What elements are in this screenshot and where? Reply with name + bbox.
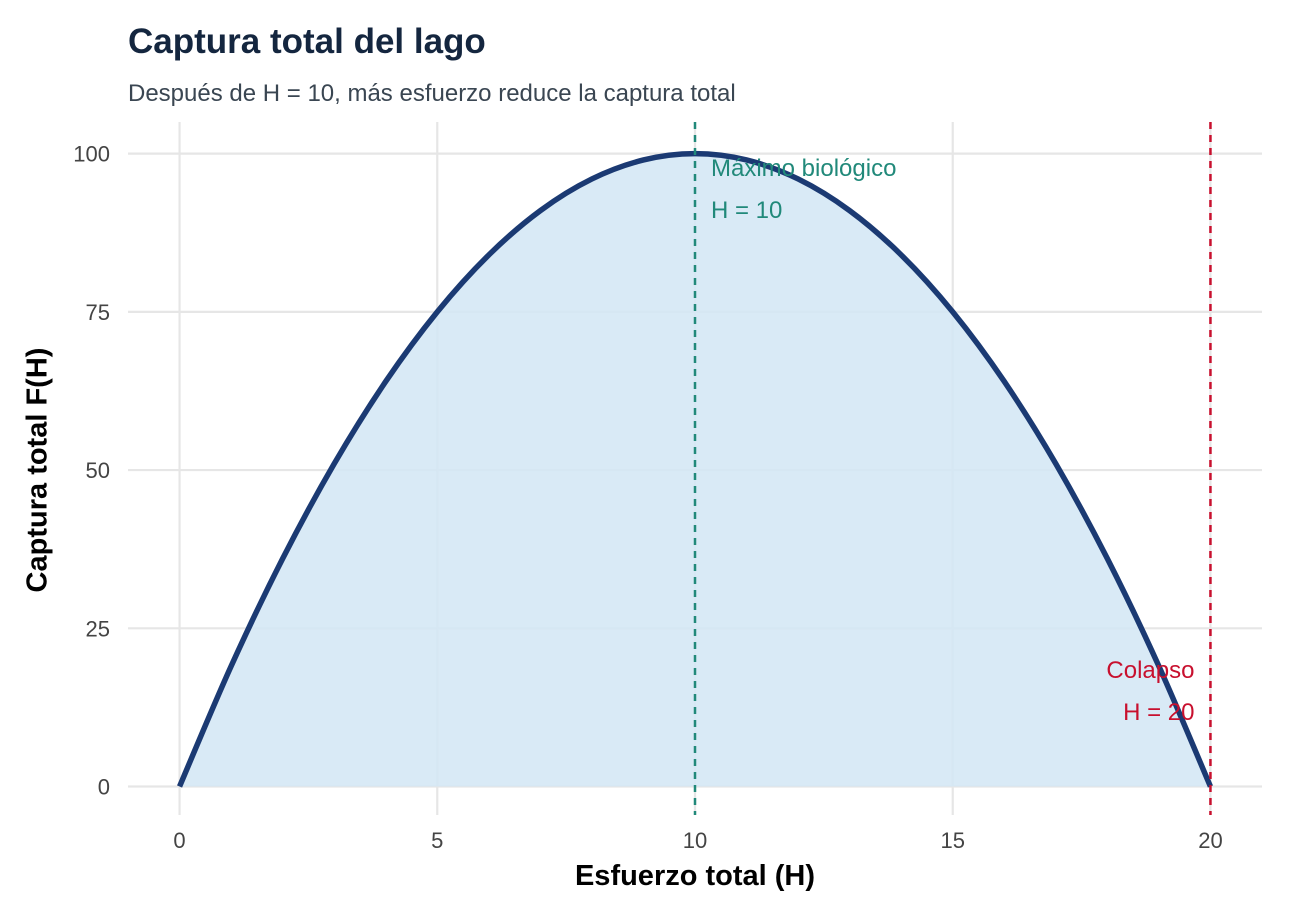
y-tick-label: 50 [86, 458, 110, 483]
x-tick-label: 5 [431, 828, 443, 853]
chart-subtitle: Después de H = 10, más esfuerzo reduce l… [128, 80, 736, 107]
chart-title: Captura total del lago [128, 22, 486, 61]
y-tick-label: 25 [86, 616, 110, 641]
reference-line-label: Colapso [1106, 657, 1194, 684]
axis-tick-labels: 0 25 50 75 100 0 5 10 15 20 [73, 142, 1222, 853]
x-tick-label: 0 [173, 828, 185, 853]
y-tick-label: 75 [86, 300, 110, 325]
y-tick-label: 0 [98, 775, 110, 800]
x-axis-label: Esfuerzo total (H) [574, 860, 816, 892]
y-axis-label: Captura total F(H) [21, 347, 54, 593]
reference-line-label: Máximo biológico [711, 155, 896, 182]
reference-lines: Máximo biológico H = 10 Colapso H = 20 [693, 122, 1212, 815]
y-tick-label: 100 [73, 142, 110, 167]
x-tick-label: 20 [1198, 828, 1222, 853]
reference-line-value: H = 10 [711, 197, 782, 224]
reference-line-value: H = 20 [1123, 699, 1194, 726]
x-tick-label: 15 [940, 828, 964, 853]
x-tick-label: 10 [683, 828, 707, 853]
curve-fill-area [179, 153, 1211, 787]
